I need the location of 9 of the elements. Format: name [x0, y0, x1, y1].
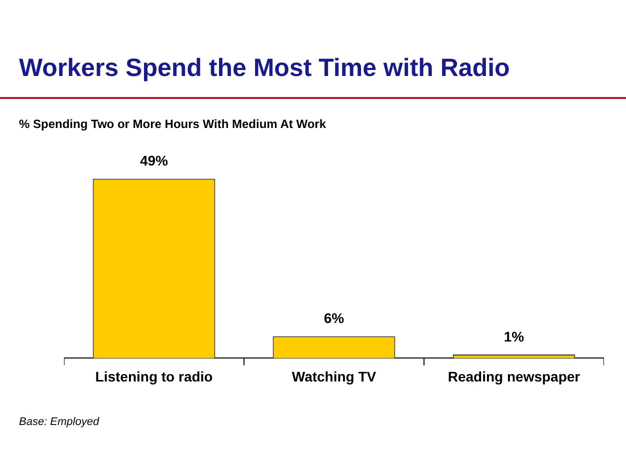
data-label: 1% [504, 328, 525, 344]
data-label: 6% [324, 310, 345, 326]
x-tick-label: Watching TV [292, 368, 377, 384]
text: Base: Employed [19, 416, 100, 428]
chart-subtitle: % Spending Two or More Hours With Medium At Work [19, 117, 326, 131]
x-tick-label: Reading newspaper [448, 368, 581, 384]
x-tick-label: Listening to radio [95, 368, 213, 384]
data-label: 49% [140, 152, 169, 169]
chart-title: Workers Spend the Most Time with Radio [19, 54, 510, 83]
